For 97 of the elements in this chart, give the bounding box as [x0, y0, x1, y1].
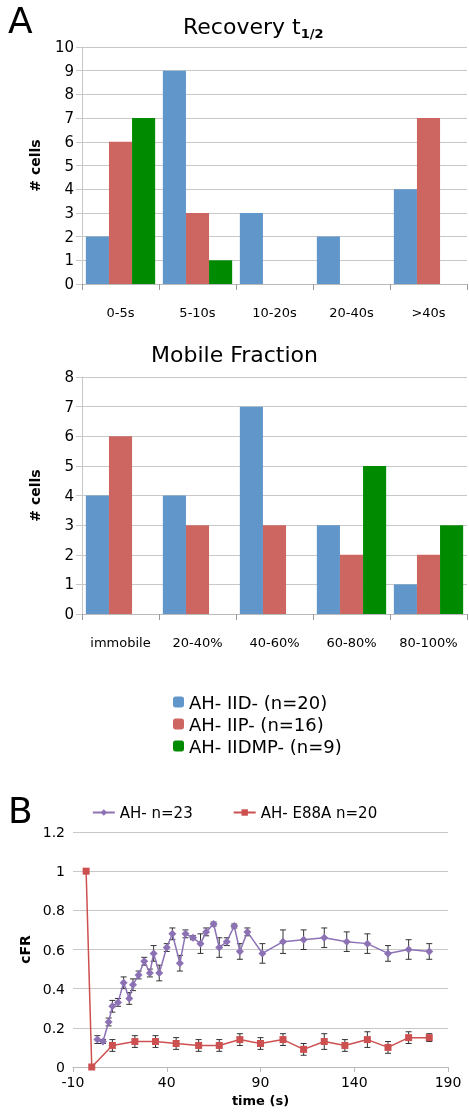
point	[88, 1063, 96, 1071]
y-tick-label: 5	[64, 156, 74, 175]
x-tick-label: >40s	[411, 305, 446, 320]
bar	[440, 525, 464, 614]
y-tick-label: 1	[64, 575, 74, 594]
point	[215, 943, 224, 952]
legend-label: AH- IID- (n=20)	[189, 691, 328, 713]
x-tick-label: -10	[61, 1074, 85, 1090]
y-tick-label: 4	[64, 486, 74, 505]
bar	[339, 554, 364, 614]
legend-label: AH- IIDMP- (n=9)	[189, 735, 342, 757]
y-axis-title: cFR	[16, 934, 33, 964]
y-axis-title: # cells	[27, 139, 43, 192]
chart-title: Mobile Fraction	[151, 341, 318, 367]
legend-label: AH- IIP- (n=16)	[189, 713, 324, 735]
point	[82, 867, 90, 875]
y-tick-label: 8	[64, 85, 74, 104]
y-tick-label: 2	[64, 545, 74, 564]
y-tick-label: 9	[64, 61, 74, 80]
point	[363, 939, 372, 948]
x-tick-label: 20-40s	[329, 305, 374, 320]
point	[404, 945, 413, 954]
y-tick-label: 5	[64, 456, 74, 475]
bar	[185, 212, 210, 284]
x-tick-label: 80-100%	[399, 635, 458, 650]
x-tick-label: 40	[157, 1074, 176, 1090]
x-tick-label: 40-60%	[249, 635, 300, 650]
x-tick-label: 10-20s	[252, 305, 297, 320]
y-tick-label: 3	[64, 203, 74, 222]
legend-label: AH- E88A n=20	[260, 803, 378, 822]
point	[279, 937, 287, 946]
y-tick-label: 3	[64, 516, 74, 535]
x-axis-title: time (s)	[231, 1092, 290, 1108]
y-tick-label: 1	[56, 863, 65, 880]
bar	[185, 525, 210, 614]
point	[320, 933, 329, 942]
point	[196, 939, 205, 948]
x-tick-label: 140	[340, 1074, 368, 1090]
point	[119, 978, 128, 987]
point	[149, 949, 158, 958]
y-tick-label: 0.4	[42, 980, 66, 997]
point	[155, 969, 164, 977]
bar	[393, 584, 417, 614]
legend-label: AH- n=23	[119, 803, 193, 822]
bar	[416, 554, 441, 614]
y-tick-label: 4	[64, 180, 74, 199]
bar	[363, 465, 387, 614]
bar	[85, 495, 109, 614]
y-tick-label: 0.6	[42, 941, 66, 958]
y-tick-label: 6	[64, 132, 74, 151]
bar	[108, 141, 133, 284]
point	[175, 959, 184, 968]
point	[235, 947, 244, 956]
x-tick-label: 20-40%	[172, 635, 223, 650]
y-tick-label: 7	[64, 109, 74, 128]
y-tick-label: 7	[64, 397, 74, 416]
point	[168, 929, 177, 938]
y-tick-label: 0	[64, 605, 74, 623]
y-tick-label: 0	[64, 275, 74, 293]
bar	[316, 236, 340, 284]
bar	[209, 260, 233, 284]
y-tick-label: 0.8	[42, 902, 65, 919]
y-tick-label: 2	[64, 227, 74, 246]
x-tick-label: 190	[434, 1074, 462, 1090]
x-tick-label: 90	[251, 1074, 270, 1090]
bar	[262, 525, 287, 614]
bar	[316, 525, 340, 614]
bar	[162, 495, 186, 614]
y-tick-label: 0	[56, 1059, 65, 1075]
point	[299, 935, 308, 944]
bar	[132, 118, 156, 284]
bar	[85, 236, 109, 284]
bar	[239, 406, 263, 614]
y-axis-title: # cells	[27, 469, 43, 522]
x-tick-label: immobile	[90, 635, 151, 650]
bar	[239, 212, 263, 284]
x-tick-label: 5-10s	[179, 305, 216, 320]
y-tick-label: 10	[54, 38, 74, 56]
point	[258, 949, 267, 958]
y-tick-label: 6	[64, 427, 74, 446]
bar	[108, 436, 133, 614]
y-tick-label: 0.2	[42, 1019, 65, 1036]
point	[342, 937, 351, 946]
y-tick-label: 1.2	[42, 824, 65, 840]
x-tick-label: 0-5s	[106, 305, 135, 320]
point	[320, 1038, 328, 1046]
bar	[162, 70, 186, 284]
bar	[416, 118, 441, 284]
text: A	[8, 0, 33, 41]
point	[384, 949, 392, 958]
point	[363, 1036, 371, 1044]
x-tick-label: 60-80%	[326, 635, 377, 650]
text: B	[8, 789, 33, 831]
y-tick-label: 8	[64, 368, 74, 386]
bar	[393, 189, 417, 284]
point	[425, 947, 434, 956]
y-tick-label: 1	[64, 251, 74, 270]
